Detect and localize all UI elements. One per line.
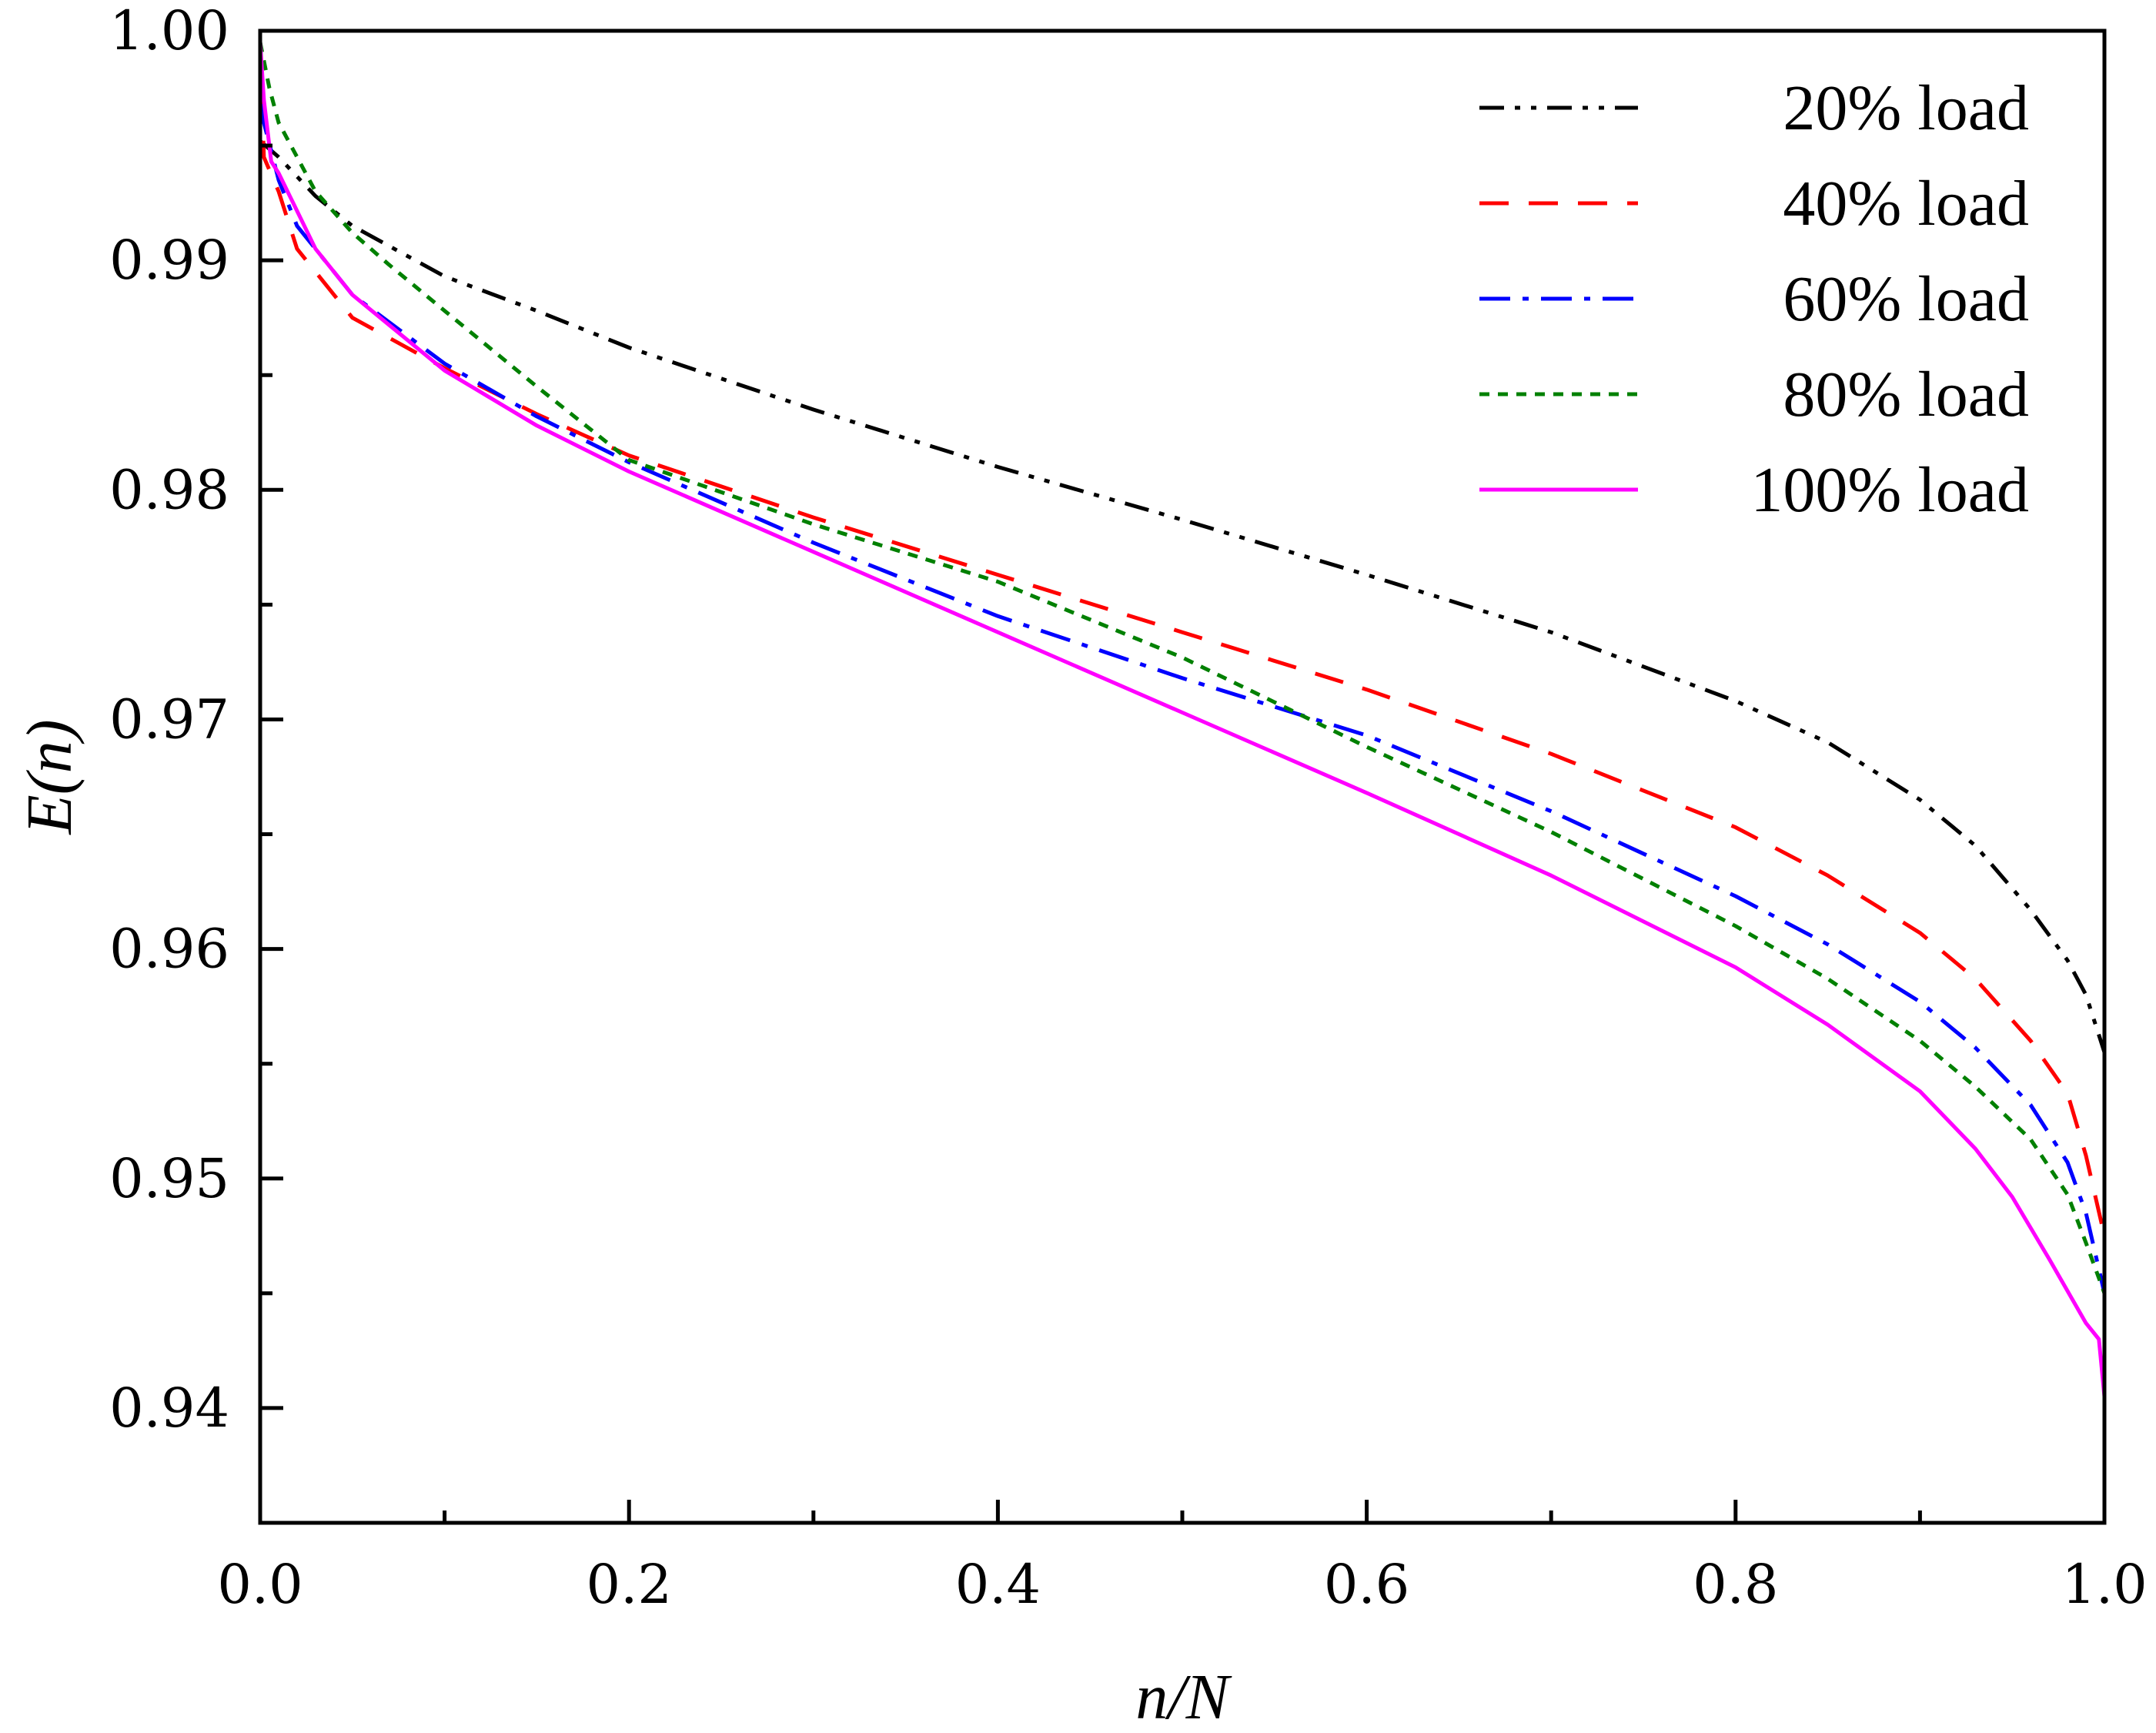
- series-line-80-load: [258, 42, 2107, 1294]
- y-tick-label: 0.98: [109, 458, 229, 521]
- legend-label-100-load: 100% load: [1750, 454, 2029, 526]
- x-tick-label: 1.0: [2061, 1553, 2147, 1616]
- y-tick-label: 1.00: [109, 0, 229, 62]
- tick-label-layer: 0.0 0.2 0.4 0.6 0.8 1.0 0.94 0.95 0.96 0.97 0.98 0.…: [109, 0, 2148, 1616]
- legend: 20% load 40% load 60% load 80% load 100%…: [1479, 72, 2029, 526]
- series-line-60-load: [258, 42, 2107, 1294]
- y-tick-label: 0.96: [109, 918, 229, 981]
- x-tick-label: 0.4: [955, 1553, 1041, 1616]
- y-tick-label: 0.99: [109, 229, 229, 292]
- x-tick-label: 0.0: [217, 1553, 303, 1616]
- series-line-40-load: [258, 42, 2107, 1236]
- y-axis-title: E(n): [14, 719, 85, 835]
- series-layer: [258, 42, 2107, 1397]
- tick-layer: [258, 28, 2107, 1523]
- plot-area-frame: [258, 28, 2107, 1525]
- x-tick-label: 0.8: [1693, 1553, 1778, 1616]
- x-tick-label: 0.2: [587, 1553, 672, 1616]
- legend-label-80-load: 80% load: [1783, 359, 2029, 430]
- y-tick-label: 0.95: [109, 1147, 229, 1210]
- legend-label-60-load: 60% load: [1783, 263, 2029, 335]
- y-tick-label: 0.97: [109, 688, 229, 751]
- series-line-100-load: [258, 42, 2107, 1397]
- series-line-20-load: [259, 139, 2107, 1053]
- x-axis-title: n/N: [1135, 1661, 1232, 1733]
- y-tick-label: 0.94: [109, 1377, 229, 1440]
- legend-label-20-load: 20% load: [1783, 72, 2029, 144]
- legend-label-40-load: 40% load: [1783, 168, 2029, 239]
- x-tick-label: 0.6: [1324, 1553, 1409, 1616]
